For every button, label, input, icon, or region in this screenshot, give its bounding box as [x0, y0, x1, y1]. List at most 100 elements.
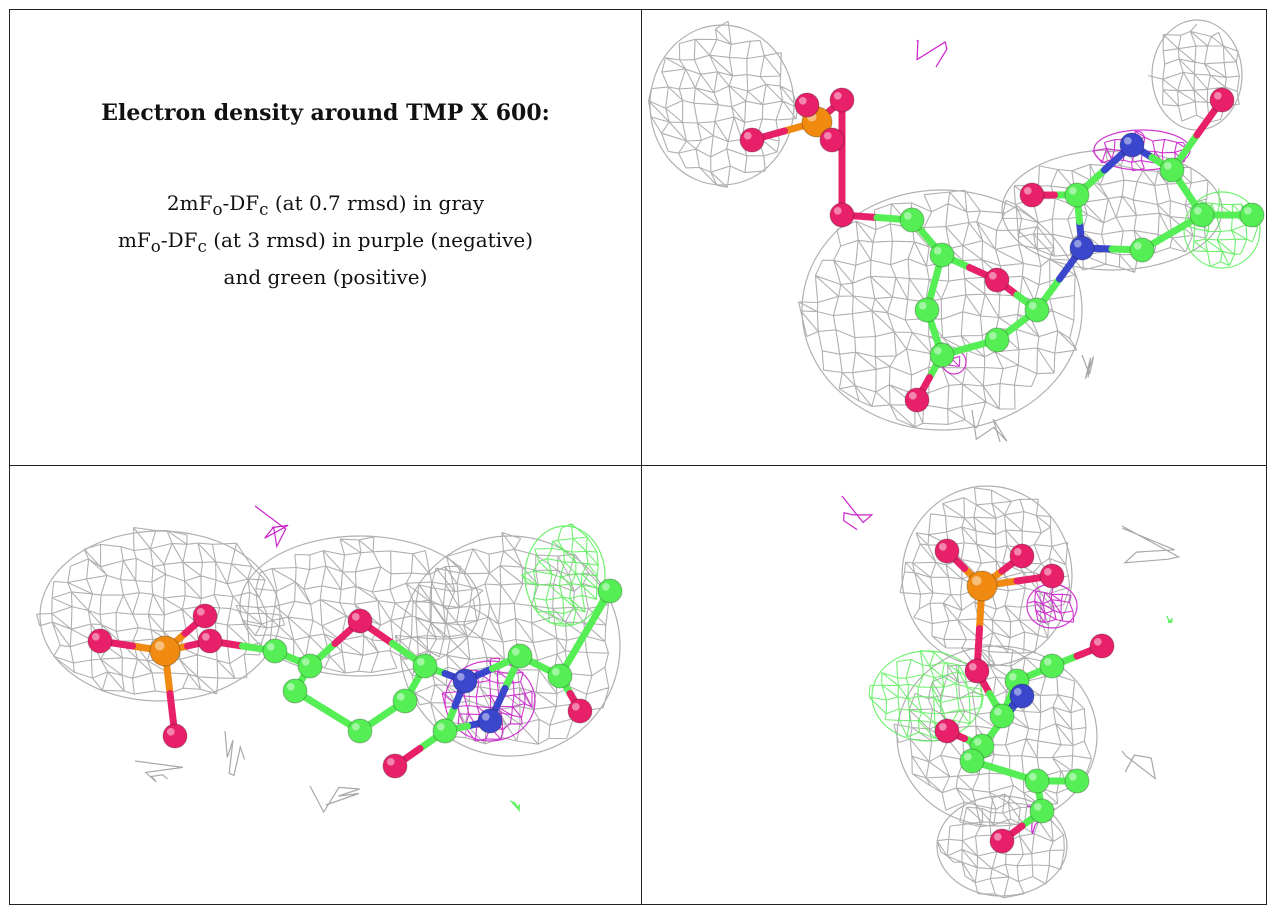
- atom-o: [87, 628, 113, 654]
- atom-c: [1024, 297, 1050, 323]
- atom-c: [989, 703, 1015, 729]
- atom-c: [914, 297, 940, 323]
- atom-c: [547, 663, 573, 689]
- atom-highlight: [1163, 161, 1172, 170]
- atom-o: [984, 267, 1010, 293]
- atom-highlight: [1013, 547, 1022, 556]
- atom-highlight: [551, 667, 560, 676]
- atom-o: [964, 658, 990, 684]
- atom-highlight: [416, 657, 425, 666]
- atom-highlight: [154, 640, 165, 651]
- atom-highlight: [823, 131, 832, 140]
- atom-highlight: [1068, 772, 1077, 781]
- atom-highlight: [918, 301, 927, 310]
- atom-c: [899, 207, 925, 233]
- atom-highlight: [201, 632, 210, 641]
- border-left: [9, 9, 10, 905]
- atom-o: [904, 387, 930, 413]
- atom-o: [739, 127, 765, 153]
- atom-c: [929, 342, 955, 368]
- mesh-2fofc-fragment: [1121, 525, 1181, 564]
- atom-o: [934, 718, 960, 744]
- mesh-2fofc-fragment: [224, 730, 246, 777]
- atom-c: [297, 653, 323, 679]
- mesh-2fofc-phosphate: [35, 526, 286, 702]
- atom-highlight: [396, 692, 405, 701]
- atom-c: [597, 578, 623, 604]
- atom-highlight: [1123, 136, 1132, 145]
- atom-highlight: [91, 632, 100, 641]
- atom-highlight: [1033, 802, 1042, 811]
- atom-highlight: [481, 712, 490, 721]
- atom-c: [1029, 798, 1055, 824]
- border-center: [641, 9, 642, 905]
- ligand-tmp-bottom-right: [934, 538, 1115, 854]
- atom-o: [1019, 182, 1045, 208]
- atom-c: [347, 718, 373, 744]
- atom-o: [819, 127, 845, 153]
- atom-o: [989, 828, 1015, 854]
- mesh-positive-fragment: [1166, 615, 1174, 624]
- figure-title: Electron density around TMP X 600:: [101, 100, 550, 126]
- border-top: [9, 9, 1267, 10]
- mesh-positive-fragment: [509, 800, 520, 813]
- atom-highlight: [993, 707, 1002, 716]
- atom-c: [984, 327, 1010, 353]
- atom-highlight: [351, 612, 360, 621]
- atom-o: [829, 87, 855, 113]
- atom-c: [1064, 768, 1090, 794]
- atom-highlight: [301, 657, 310, 666]
- atom-c: [1129, 237, 1155, 263]
- atom-c: [282, 678, 308, 704]
- atom-p: [149, 635, 181, 667]
- atom-highlight: [386, 757, 395, 766]
- atom-highlight: [196, 607, 205, 616]
- atom-o: [382, 753, 408, 779]
- density-view-top-right: [642, 10, 1266, 465]
- atom-highlight: [988, 271, 997, 280]
- atom-highlight: [1028, 772, 1037, 781]
- atom-c: [959, 748, 985, 774]
- legend-line-colors: and green (positive): [223, 265, 428, 289]
- atom-o: [347, 608, 373, 634]
- atom-o: [567, 698, 593, 724]
- atom-highlight: [938, 722, 947, 731]
- atom-highlight: [1043, 657, 1052, 666]
- atom-c: [262, 638, 288, 664]
- atom-o: [1209, 87, 1235, 113]
- atom-c: [1039, 653, 1065, 679]
- atom-o: [829, 202, 855, 228]
- mesh-2fofc-base: [893, 644, 1098, 828]
- atom-highlight: [1073, 239, 1082, 248]
- legend-line-2fofc: 2mFo-DFc (at 0.7 rmsd) in gray: [166, 191, 485, 219]
- atom-c: [1189, 202, 1215, 228]
- atom-highlight: [903, 211, 912, 220]
- density-view-bottom-left: [10, 466, 641, 904]
- atom-highlight: [1213, 91, 1222, 100]
- atom-c: [507, 643, 533, 669]
- border-right: [1266, 9, 1267, 905]
- atom-highlight: [286, 682, 295, 691]
- atom-highlight: [511, 647, 520, 656]
- atom-highlight: [1028, 301, 1037, 310]
- atom-p: [966, 570, 998, 602]
- atom-highlight: [973, 737, 982, 746]
- mesh-2fofc-fragment: [1081, 354, 1095, 380]
- atom-highlight: [833, 206, 842, 215]
- atom-highlight: [436, 722, 445, 731]
- atom-o: [1009, 543, 1035, 569]
- atom-highlight: [266, 642, 275, 651]
- atom-highlight: [456, 672, 465, 681]
- atom-highlight: [166, 727, 175, 736]
- border-bottom: [9, 904, 1267, 905]
- atom-highlight: [1068, 186, 1077, 195]
- atom-highlight: [971, 575, 982, 586]
- ligand-tmp-top-right: [739, 87, 1265, 413]
- atom-highlight: [798, 96, 807, 105]
- density-view-bottom-right: [642, 466, 1266, 904]
- atom-highlight: [1023, 186, 1032, 195]
- atom-n: [1009, 683, 1035, 709]
- atom-highlight: [938, 542, 947, 551]
- atom-o: [794, 92, 820, 118]
- atom-n: [1069, 235, 1095, 261]
